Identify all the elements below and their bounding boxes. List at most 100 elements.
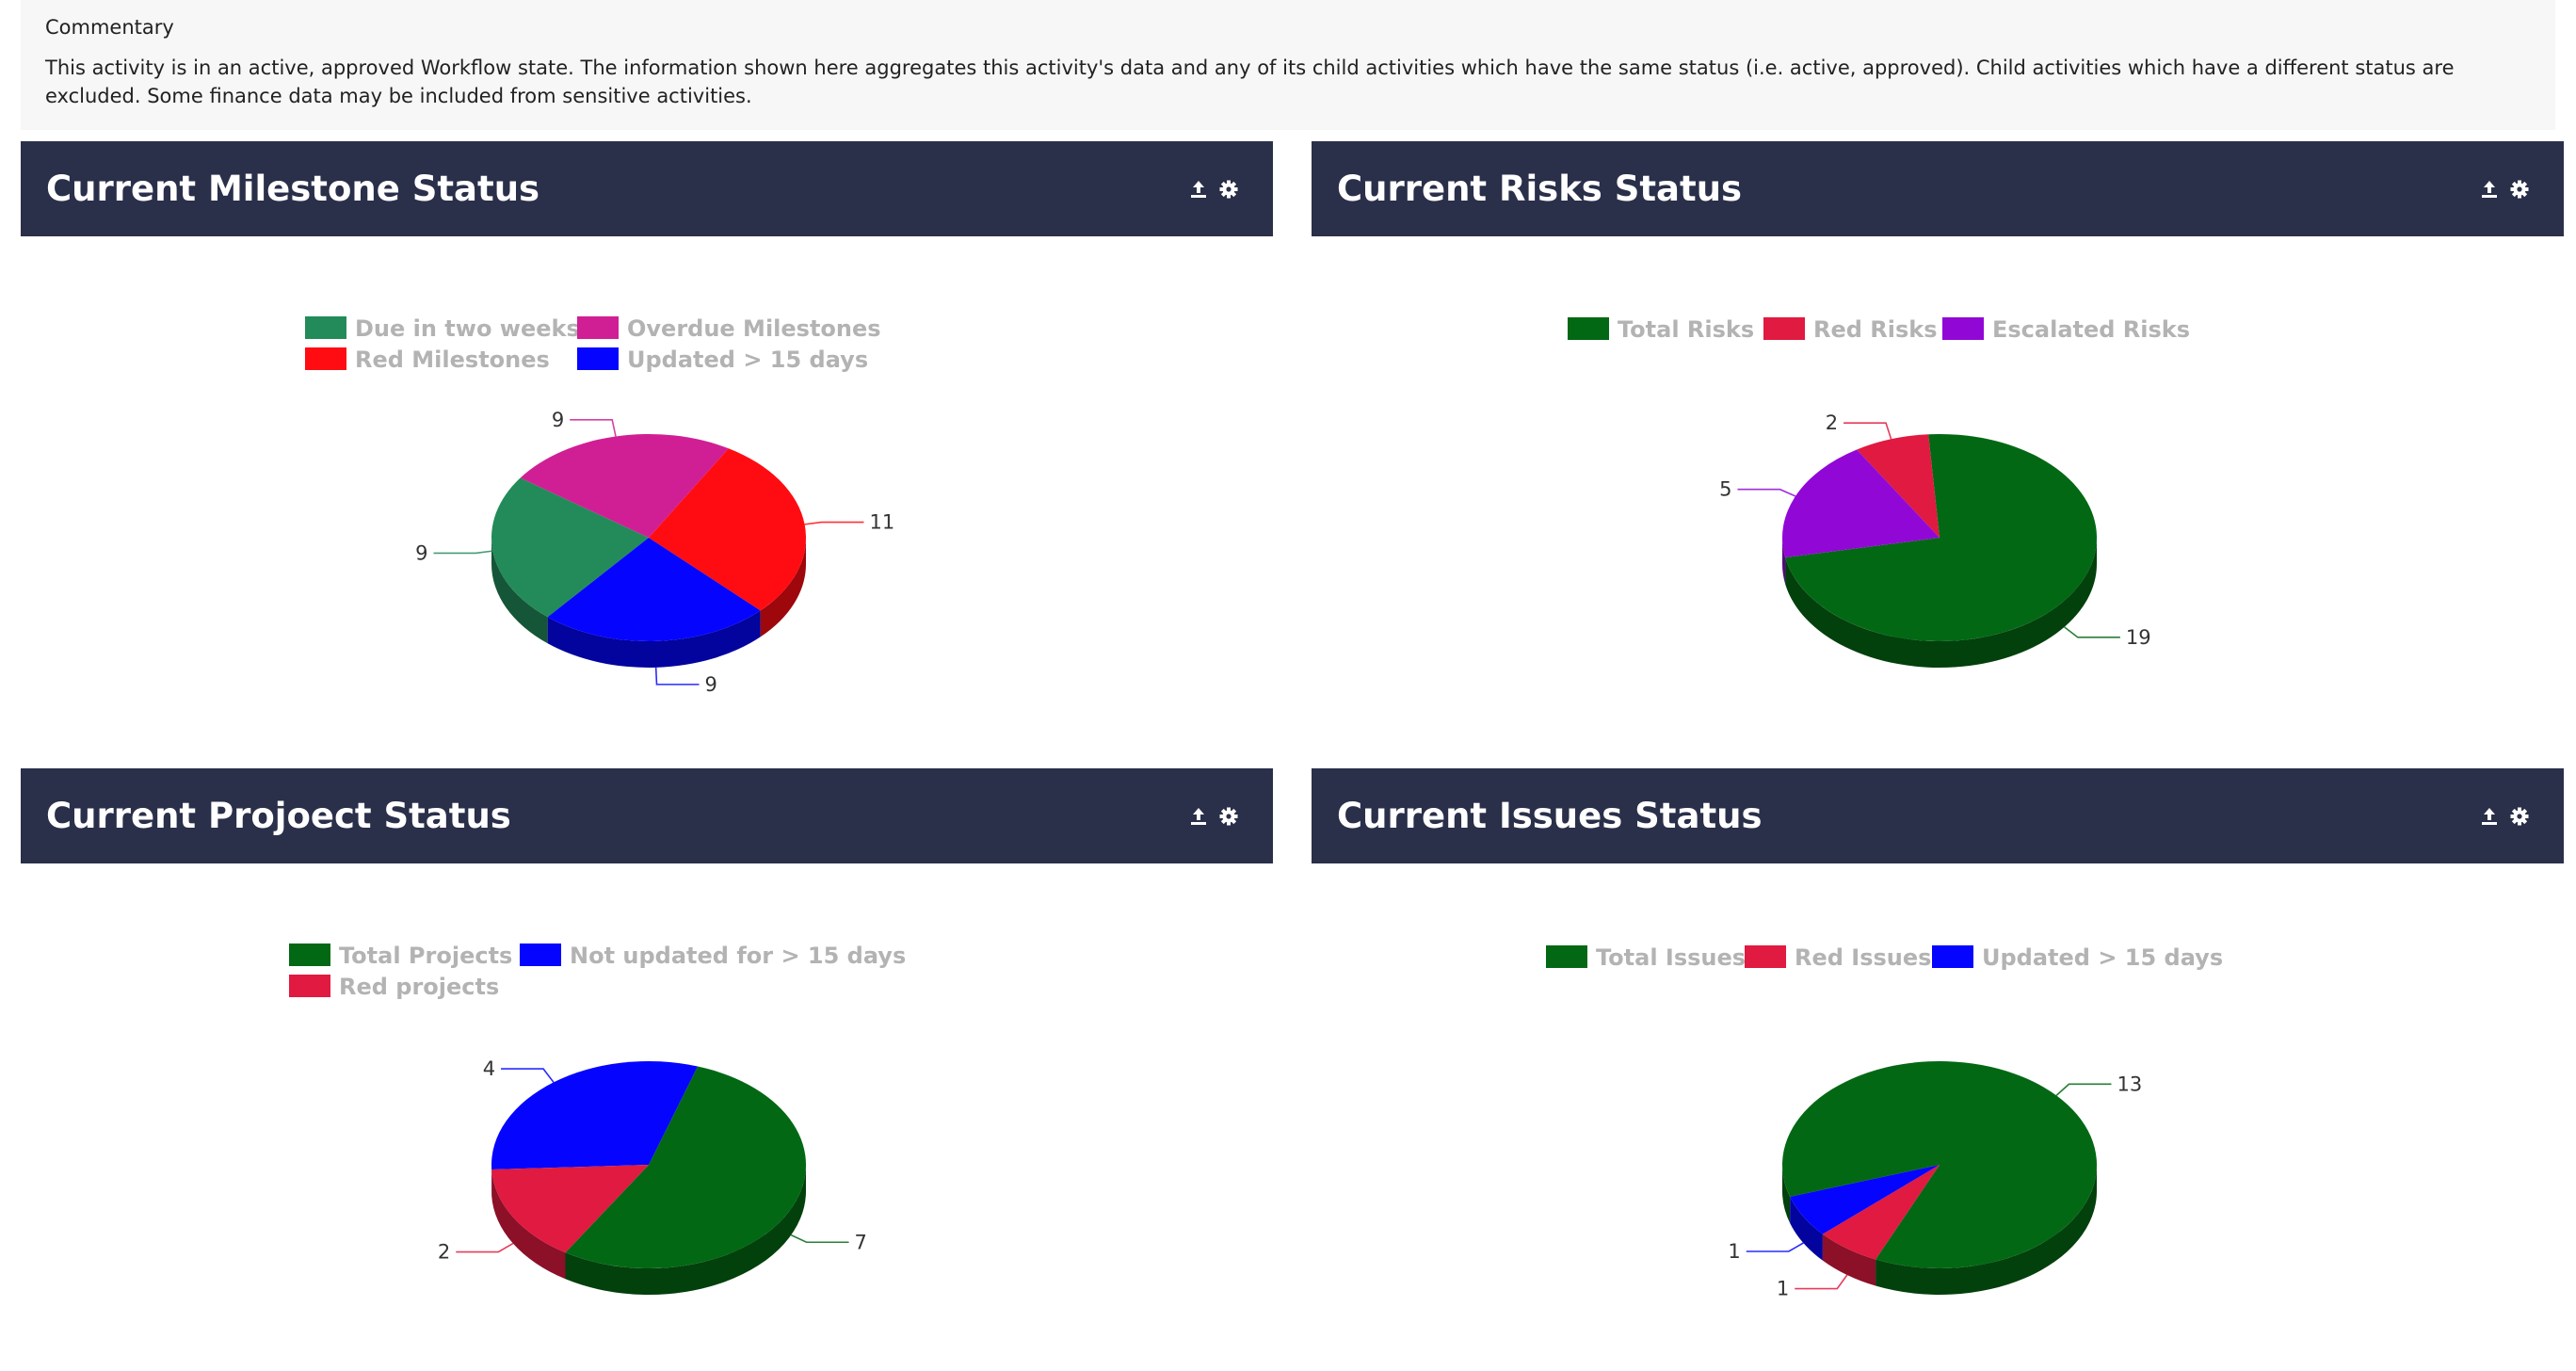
- data-label-total-risks: 19: [2126, 626, 2151, 649]
- legend-swatch: [305, 316, 346, 339]
- chart-title: Current Milestone Status: [46, 169, 539, 210]
- legend-swatch: [520, 944, 561, 966]
- data-label-red-issues: 1: [1777, 1278, 1789, 1300]
- panel-header: Current Issues Status: [1312, 768, 2564, 863]
- legend-label: Total Projects: [339, 943, 512, 969]
- legend-swatch: [1942, 317, 1984, 340]
- legend-swatch: [1546, 945, 1587, 968]
- legend-item-red-issues[interactable]: Red Issues: [1745, 944, 1931, 971]
- legend-item-updated-15-days[interactable]: Updated > 15 days: [577, 347, 868, 373]
- pie-chart: Due in two weeks Overdue Milestones Red Mi…: [21, 236, 1273, 744]
- legend-item-total-risks[interactable]: Total Risks: [1568, 316, 1754, 343]
- pie-chart: Total Projects Not updated for > 15 days R…: [21, 863, 1273, 1371]
- pie-slices: [491, 1061, 806, 1268]
- label-connector: [434, 551, 493, 553]
- label-connector: [1747, 1243, 1804, 1251]
- legend-swatch: [1763, 317, 1805, 340]
- pie-slices: [491, 434, 806, 641]
- data-label-red-milestones: 11: [869, 511, 894, 534]
- legend-swatch: [305, 347, 346, 370]
- label-connector: [1843, 423, 1892, 439]
- data-label-total-issues: 13: [2117, 1073, 2142, 1095]
- legend-swatch: [1745, 945, 1786, 968]
- label-connector: [501, 1069, 554, 1082]
- data-label-total-projects: 7: [855, 1231, 867, 1253]
- chart-legend: Total Risks Red Risks Escalated Risks: [1568, 316, 2190, 343]
- legend-label: Red projects: [339, 974, 499, 1000]
- gear-icon[interactable]: [1218, 806, 1239, 827]
- legend-swatch: [1568, 317, 1609, 340]
- legend-item-due-in-two-weeks[interactable]: Due in two weeks: [305, 315, 580, 342]
- data-label-updated-15-days: 1: [1728, 1240, 1740, 1263]
- legend-item-total-projects[interactable]: Total Projects: [289, 943, 512, 969]
- data-label-not-updated-for-15-days: 4: [483, 1057, 495, 1080]
- legend-item-total-issues[interactable]: Total Issues: [1546, 944, 1746, 971]
- chart-legend: Due in two weeks Overdue Milestones Red Mi…: [305, 315, 881, 373]
- label-connector: [2065, 627, 2120, 637]
- legend-item-red-projects[interactable]: Red projects: [289, 974, 499, 1000]
- upload-icon[interactable]: [2479, 179, 2500, 200]
- legend-item-red-risks[interactable]: Red Risks: [1763, 316, 1938, 343]
- legend-label: Red Risks: [1813, 316, 1938, 343]
- gear-icon[interactable]: [1218, 179, 1239, 200]
- label-connector: [1795, 1275, 1847, 1289]
- panel-header: Current Projoect Status: [21, 768, 1273, 863]
- data-label-escalated-risks: 5: [1719, 478, 1731, 501]
- label-connector: [570, 420, 616, 437]
- legend-label: Updated > 15 days: [1982, 944, 2223, 971]
- legend-label: Not updated for > 15 days: [570, 943, 906, 969]
- legend-item-updated-15-days[interactable]: Updated > 15 days: [1932, 944, 2223, 971]
- pie-slices: [1782, 1061, 2097, 1268]
- legend-item-overdue-milestones[interactable]: Overdue Milestones: [577, 315, 881, 342]
- chart-title: Current Issues Status: [1337, 796, 1763, 837]
- upload-icon[interactable]: [1188, 179, 1209, 200]
- commentary-text: This activity is in an active, approved …: [45, 54, 2531, 110]
- data-label-overdue-milestones: 9: [552, 409, 564, 431]
- panel-toolbar: [2479, 179, 2530, 200]
- label-connector: [791, 1235, 848, 1243]
- gear-icon[interactable]: [2509, 179, 2530, 200]
- legend-label: Red Milestones: [355, 347, 550, 373]
- legend-item-red-milestones[interactable]: Red Milestones: [305, 347, 550, 373]
- chart-legend: Total Issues Red Issues Updated > 15 days: [1546, 944, 2223, 971]
- legend-item-escalated-risks[interactable]: Escalated Risks: [1942, 316, 2190, 343]
- legend-label: Total Risks: [1618, 316, 1754, 343]
- legend-label: Total Issues: [1596, 944, 1746, 971]
- legend-label: Updated > 15 days: [627, 347, 868, 373]
- label-connector: [2056, 1084, 2111, 1095]
- legend-swatch: [577, 316, 619, 339]
- legend-swatch: [1932, 945, 1973, 968]
- pie-slices: [1782, 434, 2097, 641]
- panel-header: Current Risks Status: [1312, 141, 2564, 236]
- data-label-red-projects: 2: [438, 1241, 450, 1264]
- label-connector: [1737, 490, 1795, 496]
- panel-milestone-status: Current Milestone Status Due in two weeks…: [21, 141, 1273, 744]
- panel-toolbar: [1188, 806, 1239, 827]
- panel-risks-status: Current Risks Status Total Risks Red Risks…: [1312, 141, 2564, 744]
- gear-icon[interactable]: [2509, 806, 2530, 827]
- data-label-updated-15-days: 9: [704, 673, 716, 696]
- legend-item-not-updated-for-15-days[interactable]: Not updated for > 15 days: [520, 943, 906, 969]
- pie-chart: Total Issues Red Issues Updated > 15 days 1…: [1312, 863, 2564, 1371]
- label-connector: [456, 1244, 513, 1252]
- legend-swatch: [289, 975, 330, 997]
- legend-swatch: [577, 347, 619, 370]
- legend-label: Due in two weeks: [355, 315, 580, 342]
- legend-label: Red Issues: [1795, 944, 1931, 971]
- legend-swatch: [289, 944, 330, 966]
- panel-project-status: Current Projoect Status Total Projects Not…: [21, 768, 1273, 1371]
- data-label-due-in-two-weeks: 9: [415, 541, 427, 564]
- upload-icon[interactable]: [1188, 806, 1209, 827]
- legend-label: Escalated Risks: [1992, 316, 2190, 343]
- label-connector: [805, 523, 864, 524]
- chart-title: Current Risks Status: [1337, 169, 1742, 210]
- panel-toolbar: [2479, 806, 2530, 827]
- legend-label: Overdue Milestones: [627, 315, 881, 342]
- panel-issues-status: Current Issues Status Total Issues Red Iss…: [1312, 768, 2564, 1371]
- label-connector: [656, 668, 700, 685]
- data-label-red-risks: 2: [1826, 411, 1838, 434]
- panel-toolbar: [1188, 179, 1239, 200]
- upload-icon[interactable]: [2479, 806, 2500, 827]
- chart-title: Current Projoect Status: [46, 796, 511, 837]
- panel-header: Current Milestone Status: [21, 141, 1273, 236]
